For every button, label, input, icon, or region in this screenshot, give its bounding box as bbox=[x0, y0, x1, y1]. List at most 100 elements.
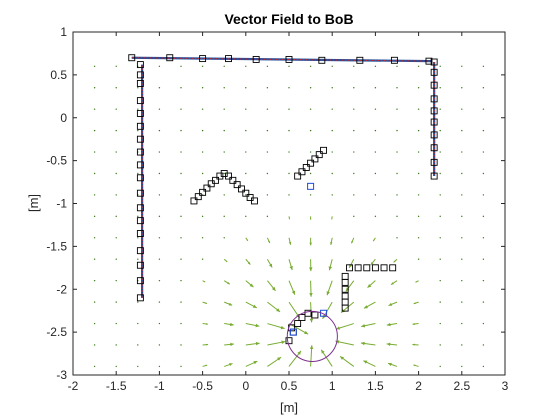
path-marker-blue bbox=[320, 309, 328, 317]
field-dot bbox=[309, 129, 312, 132]
field-dot bbox=[288, 151, 290, 153]
path-marker bbox=[250, 197, 258, 205]
path-marker bbox=[315, 151, 323, 159]
field-dot bbox=[331, 108, 333, 110]
field-arrow-head bbox=[326, 291, 330, 296]
path-marker bbox=[363, 264, 371, 272]
field-dot bbox=[439, 215, 441, 218]
field-arrow-head bbox=[393, 260, 396, 263]
field-dot bbox=[180, 87, 182, 89]
field-dot bbox=[223, 129, 225, 132]
field-dot bbox=[417, 151, 420, 153]
field-dot bbox=[461, 237, 463, 239]
field-dot bbox=[288, 194, 290, 196]
field-dot bbox=[461, 301, 463, 303]
field-dot bbox=[93, 322, 96, 325]
y-axis-ticks: 1 0.5 0 -0.5 -1 -1.5 -2 -2.5 -3 bbox=[46, 25, 505, 382]
field-dot bbox=[180, 108, 182, 110]
field-dot bbox=[353, 65, 355, 68]
path-marker bbox=[354, 264, 362, 272]
field-dot bbox=[201, 258, 204, 260]
field-arrow-head bbox=[204, 281, 206, 283]
path-marker bbox=[229, 176, 237, 184]
path-marker bbox=[294, 172, 302, 180]
field-arrow-head bbox=[247, 261, 251, 265]
field-dot bbox=[158, 365, 161, 368]
field-dot bbox=[353, 151, 355, 153]
field-dot bbox=[137, 108, 139, 110]
field-arrow-head bbox=[281, 340, 286, 344]
field-dot bbox=[201, 172, 204, 175]
field-dot bbox=[396, 172, 398, 175]
y-axis-label: [m] bbox=[26, 194, 41, 212]
field-dot bbox=[439, 301, 441, 303]
field-dot bbox=[158, 172, 161, 175]
field-dot bbox=[482, 279, 485, 282]
path-marker bbox=[302, 164, 310, 171]
field-dot bbox=[439, 322, 441, 325]
field-dot bbox=[266, 87, 269, 89]
field-arrow-head bbox=[291, 290, 296, 295]
field-arrow-head bbox=[373, 239, 375, 242]
field-dot bbox=[245, 87, 247, 89]
field-dot bbox=[245, 172, 247, 175]
path-marker bbox=[194, 193, 202, 201]
field-arrow-head bbox=[388, 362, 392, 366]
field-dot bbox=[115, 194, 117, 196]
field-dot bbox=[180, 279, 182, 282]
field-arrow-head bbox=[328, 266, 332, 271]
path-marker bbox=[425, 57, 433, 65]
path-marker bbox=[285, 337, 293, 345]
field-arrow-head bbox=[249, 283, 254, 288]
field-dot bbox=[180, 237, 182, 239]
field-arrow-head bbox=[309, 242, 313, 246]
field-arrow-head bbox=[330, 242, 333, 245]
wall-line bbox=[131, 57, 432, 62]
field-dot bbox=[374, 172, 377, 175]
field-dot bbox=[158, 258, 161, 260]
field-dot bbox=[223, 87, 225, 89]
field-dot bbox=[374, 129, 377, 132]
field-dot bbox=[417, 65, 420, 68]
path-marker bbox=[298, 314, 306, 321]
field-dot bbox=[93, 194, 96, 196]
field-arrow-head bbox=[415, 281, 417, 283]
field-dot bbox=[482, 322, 485, 325]
field-dot bbox=[180, 301, 182, 303]
field-arrow-head bbox=[297, 350, 301, 355]
x-axis-label: [m] bbox=[280, 400, 298, 415]
field-dot bbox=[115, 237, 117, 239]
field-dot bbox=[93, 365, 96, 368]
field-dot bbox=[331, 65, 333, 68]
field-dot bbox=[417, 172, 420, 175]
field-dot bbox=[223, 172, 225, 175]
field-arrow-head bbox=[230, 342, 234, 347]
field-dot bbox=[223, 151, 225, 153]
y-tick-label: -2.5 bbox=[46, 325, 67, 339]
field-arrow-head bbox=[246, 239, 248, 241]
path-marker bbox=[430, 172, 438, 180]
field-dot bbox=[115, 87, 117, 89]
field-dot bbox=[266, 108, 269, 110]
field-arrow-head bbox=[277, 357, 282, 361]
field-dot bbox=[309, 87, 312, 89]
field-dot bbox=[309, 151, 312, 153]
field-dot bbox=[309, 194, 312, 196]
path-marker bbox=[304, 309, 312, 317]
wall-paths bbox=[131, 56, 436, 298]
path-marker bbox=[380, 264, 388, 272]
field-arrow-head bbox=[253, 361, 258, 365]
path-marker bbox=[356, 56, 364, 64]
field-dot bbox=[137, 215, 139, 218]
path-marker bbox=[136, 71, 144, 79]
field-dot bbox=[201, 65, 204, 68]
path-marker bbox=[190, 197, 198, 205]
field-dot bbox=[115, 279, 117, 282]
path-marker-blue bbox=[307, 182, 315, 190]
field-dot bbox=[115, 344, 117, 346]
path-marker bbox=[238, 185, 245, 193]
field-dot bbox=[331, 151, 333, 153]
field-dot bbox=[439, 172, 441, 175]
field-dot bbox=[266, 215, 269, 218]
field-dot bbox=[482, 237, 485, 239]
